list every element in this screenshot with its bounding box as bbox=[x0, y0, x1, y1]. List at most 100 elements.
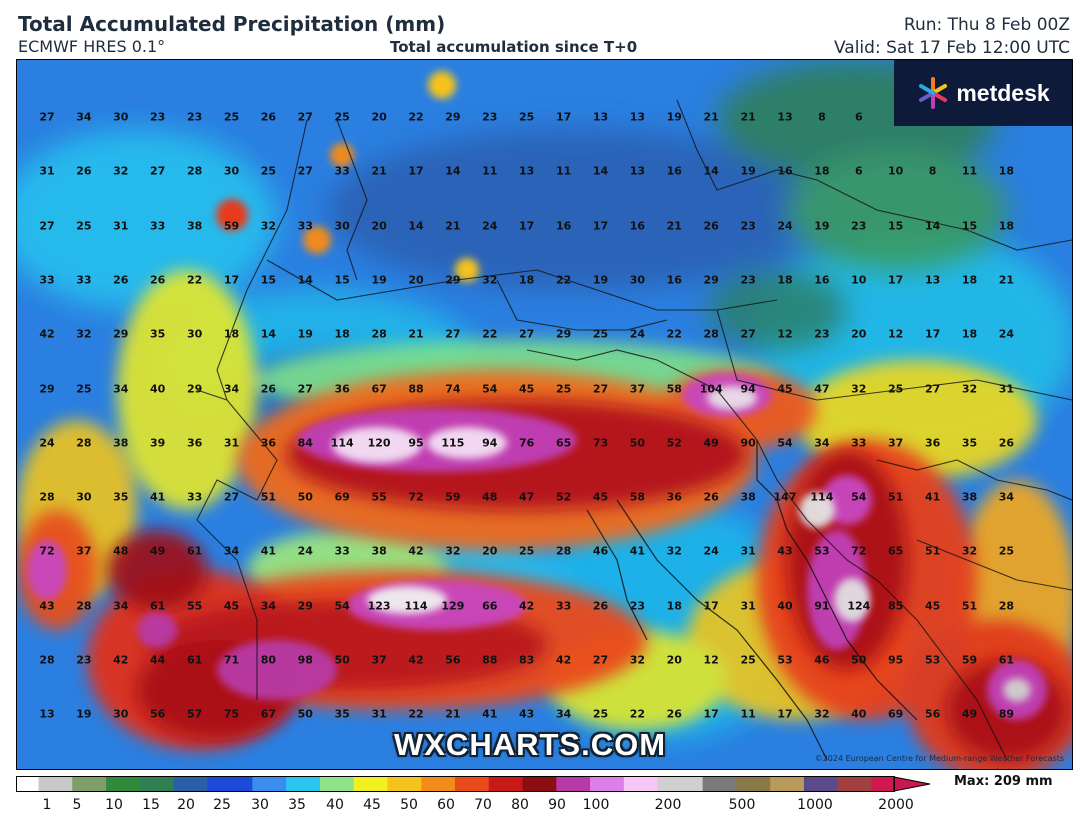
grid-value: 28 bbox=[703, 327, 719, 341]
grid-value: 74 bbox=[445, 382, 461, 395]
grid-value: 33 bbox=[186, 490, 203, 504]
grid-value: 31 bbox=[371, 707, 387, 721]
grid-value: 18 bbox=[961, 273, 978, 287]
grid-value: 48 bbox=[113, 544, 129, 558]
grid-value: 35 bbox=[334, 707, 350, 721]
grid-value: 36 bbox=[186, 436, 203, 450]
precipitation-map[interactable]: 27 34 30 23 23 25 26 27 25 20 22 29 23 25 17 13 13 19 21 21… bbox=[16, 59, 1073, 770]
grid-value: 32 bbox=[260, 219, 277, 233]
grid-value: 14 bbox=[592, 164, 609, 178]
grid-value: 37 bbox=[888, 436, 904, 450]
grid-value: 38 bbox=[186, 219, 203, 233]
grid-value: 90 bbox=[740, 436, 756, 450]
grid-value: 45 bbox=[777, 382, 793, 395]
grid-value: 15 bbox=[888, 219, 904, 233]
grid-value: 36 bbox=[260, 436, 277, 450]
grid-value: 26 bbox=[666, 707, 682, 721]
run-time-label: Run: Thu 8 Feb 00Z bbox=[903, 15, 1070, 35]
grid-value: 18 bbox=[334, 327, 350, 341]
grid-value: 22 bbox=[408, 110, 424, 124]
grid-value: 50 bbox=[334, 653, 350, 667]
grid-value: 30 bbox=[629, 273, 646, 287]
grid-value: 34 bbox=[76, 110, 92, 124]
colorbar-cell bbox=[623, 777, 636, 791]
grid-value: 27 bbox=[592, 653, 609, 667]
colorbar-cell bbox=[409, 777, 422, 791]
grid-value: 54 bbox=[851, 490, 867, 504]
grid-value: 115 bbox=[441, 436, 465, 450]
colorbar-cell bbox=[263, 777, 276, 791]
grid-value: 72 bbox=[851, 544, 867, 558]
grid-value: 41 bbox=[924, 490, 941, 504]
colorbar-cell bbox=[443, 777, 456, 791]
grid-value: 57 bbox=[186, 707, 203, 721]
colorbar-tick: 200 bbox=[654, 797, 682, 813]
grid-value: 13 bbox=[519, 164, 535, 178]
colorbar-cell bbox=[319, 777, 332, 791]
colorbar-cell bbox=[612, 777, 625, 791]
grid-value: 12 bbox=[703, 653, 719, 667]
grid-value: 38 bbox=[961, 490, 978, 504]
grid-value: 39 bbox=[150, 436, 166, 450]
colorbar-cell bbox=[837, 777, 850, 791]
grid-value: 18 bbox=[998, 219, 1015, 233]
grid-value: 40 bbox=[777, 599, 793, 613]
grid-value: 27 bbox=[297, 110, 313, 124]
colorbar-cell bbox=[398, 777, 411, 791]
colorbar-tick: 80 bbox=[511, 797, 529, 813]
grid-value: 50 bbox=[629, 436, 646, 450]
grid-value: 41 bbox=[150, 490, 166, 504]
grid-value: 15 bbox=[961, 219, 978, 233]
grid-value: 59 bbox=[445, 490, 461, 504]
grid-value: 38 bbox=[740, 490, 756, 504]
grid-value: 42 bbox=[113, 653, 129, 667]
colorbar-cell bbox=[27, 777, 40, 791]
grid-value: 51 bbox=[888, 490, 904, 504]
grid-value: 30 bbox=[334, 219, 350, 233]
grid-value: 33 bbox=[555, 599, 572, 613]
grid-value: 54 bbox=[777, 436, 793, 450]
grid-value: 66 bbox=[482, 599, 498, 613]
colorbar-cell bbox=[49, 777, 62, 791]
colorbar-cell bbox=[567, 777, 580, 791]
grid-value: 28 bbox=[76, 599, 92, 613]
grid-value: 36 bbox=[666, 490, 682, 504]
grid-value: 16 bbox=[555, 219, 572, 233]
grid-value: 17 bbox=[924, 327, 941, 341]
grid-value: 22 bbox=[408, 707, 424, 721]
grid-value: 47 bbox=[814, 382, 830, 395]
grid-value: 27 bbox=[297, 164, 313, 178]
grid-value: 13 bbox=[592, 110, 609, 124]
grid-value: 54 bbox=[482, 382, 498, 395]
grid-value: 27 bbox=[592, 382, 609, 395]
grid-value: 95 bbox=[888, 653, 904, 667]
colorbar-cell bbox=[533, 777, 546, 791]
grid-value: 32 bbox=[851, 382, 867, 395]
grid-value: 11 bbox=[740, 707, 756, 721]
grid-value: 22 bbox=[555, 273, 572, 287]
grid-value: 17 bbox=[777, 707, 793, 721]
colorbar-cell bbox=[364, 777, 377, 791]
grid-value: 24 bbox=[482, 219, 498, 233]
grid-value: 98 bbox=[297, 653, 313, 667]
colorbar-tick: 50 bbox=[400, 797, 418, 813]
grid-value: 89 bbox=[998, 707, 1015, 721]
grid-value: 15 bbox=[334, 273, 350, 287]
colorbar-cell bbox=[432, 777, 445, 791]
colorbar-cell bbox=[16, 777, 28, 791]
grid-value: 33 bbox=[150, 219, 166, 233]
grid-value: 29 bbox=[445, 110, 461, 124]
grid-value: 71 bbox=[223, 653, 240, 667]
grid-value: 50 bbox=[851, 653, 867, 667]
grid-value: 37 bbox=[629, 382, 646, 395]
colorbar-cell bbox=[488, 777, 501, 791]
grid-value: 16 bbox=[814, 273, 830, 287]
grid-value: 21 bbox=[703, 110, 719, 124]
grid-value: 24 bbox=[629, 327, 646, 341]
chart-subtitle: Total accumulation since T+0 bbox=[390, 38, 638, 56]
grid-value: 11 bbox=[961, 164, 978, 178]
grid-value: 147 bbox=[773, 490, 797, 504]
grid-value: 21 bbox=[998, 273, 1015, 287]
grid-value: 42 bbox=[39, 327, 55, 341]
colorbar-cell bbox=[511, 777, 524, 791]
